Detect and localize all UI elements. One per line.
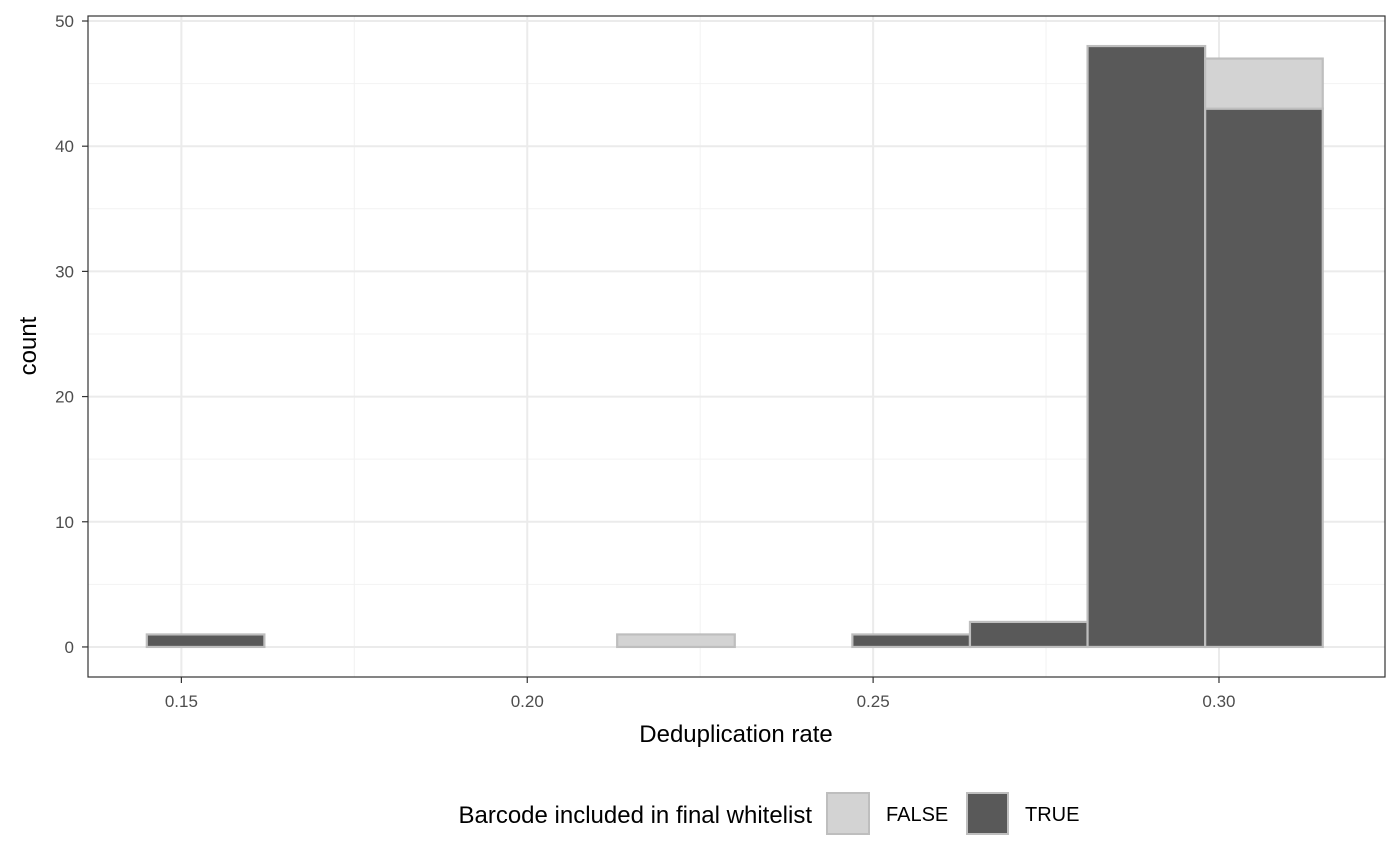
legend-title: Barcode included in final whitelist (458, 802, 812, 829)
bar-false (616, 633, 736, 649)
y-tick-label: 50 (55, 12, 74, 31)
bar-true (968, 620, 1089, 649)
x-tick-label: 0.30 (1202, 692, 1235, 711)
bar-true (145, 633, 266, 649)
y-tick-label: 0 (65, 638, 74, 657)
y-axis-title: count (15, 316, 42, 375)
bar-false (1204, 57, 1324, 110)
y-tick-label: 40 (55, 137, 74, 156)
legend-label-false: FALSE (886, 804, 948, 826)
bar-true (1086, 44, 1207, 649)
x-axis-title: Deduplication rate (639, 721, 832, 748)
bar-true (851, 633, 972, 649)
x-tick-label: 0.25 (857, 692, 890, 711)
y-tick-label: 10 (55, 513, 74, 532)
x-tick-label: 0.15 (165, 692, 198, 711)
x-axis-ticks: 0.15 0.20 0.25 0.30 (165, 677, 1236, 711)
minor-gridlines (88, 16, 1385, 677)
y-tick-label: 30 (55, 262, 74, 281)
legend-label-true: TRUE (1025, 804, 1079, 826)
bar-true (1204, 107, 1324, 649)
plot-panel-border (87, 15, 1386, 678)
y-tick-label: 20 (55, 388, 74, 407)
legend-key-true (966, 792, 1009, 835)
legend: Barcode included in final whitelist FALS… (458, 792, 1079, 835)
legend-key-false (826, 792, 870, 835)
x-tick-label: 0.20 (511, 692, 544, 711)
histogram-bars (145, 44, 1324, 649)
y-axis-ticks: 0 10 20 30 40 50 (55, 12, 88, 657)
